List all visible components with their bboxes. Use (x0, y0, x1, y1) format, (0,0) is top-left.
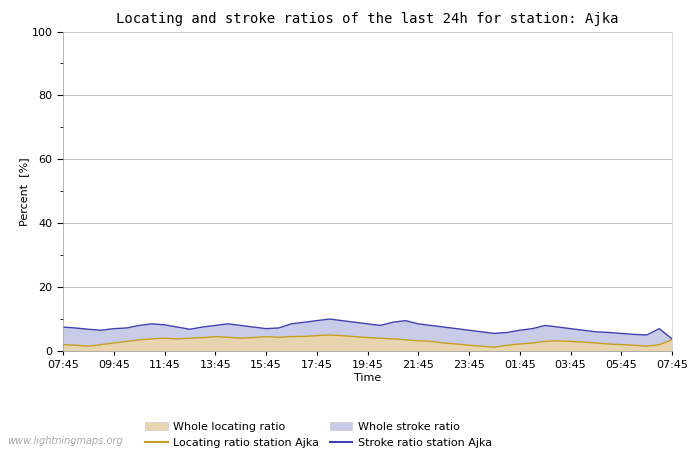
Title: Locating and stroke ratios of the last 24h for station: Ajka: Locating and stroke ratios of the last 2… (116, 12, 619, 26)
Text: www.lightningmaps.org: www.lightningmaps.org (7, 436, 122, 446)
Y-axis label: Percent  [%]: Percent [%] (19, 157, 29, 225)
Legend: Whole locating ratio, Locating ratio station Ajka, Whole stroke ratio, Stroke ra: Whole locating ratio, Locating ratio sta… (146, 422, 492, 448)
X-axis label: Time: Time (354, 373, 381, 383)
